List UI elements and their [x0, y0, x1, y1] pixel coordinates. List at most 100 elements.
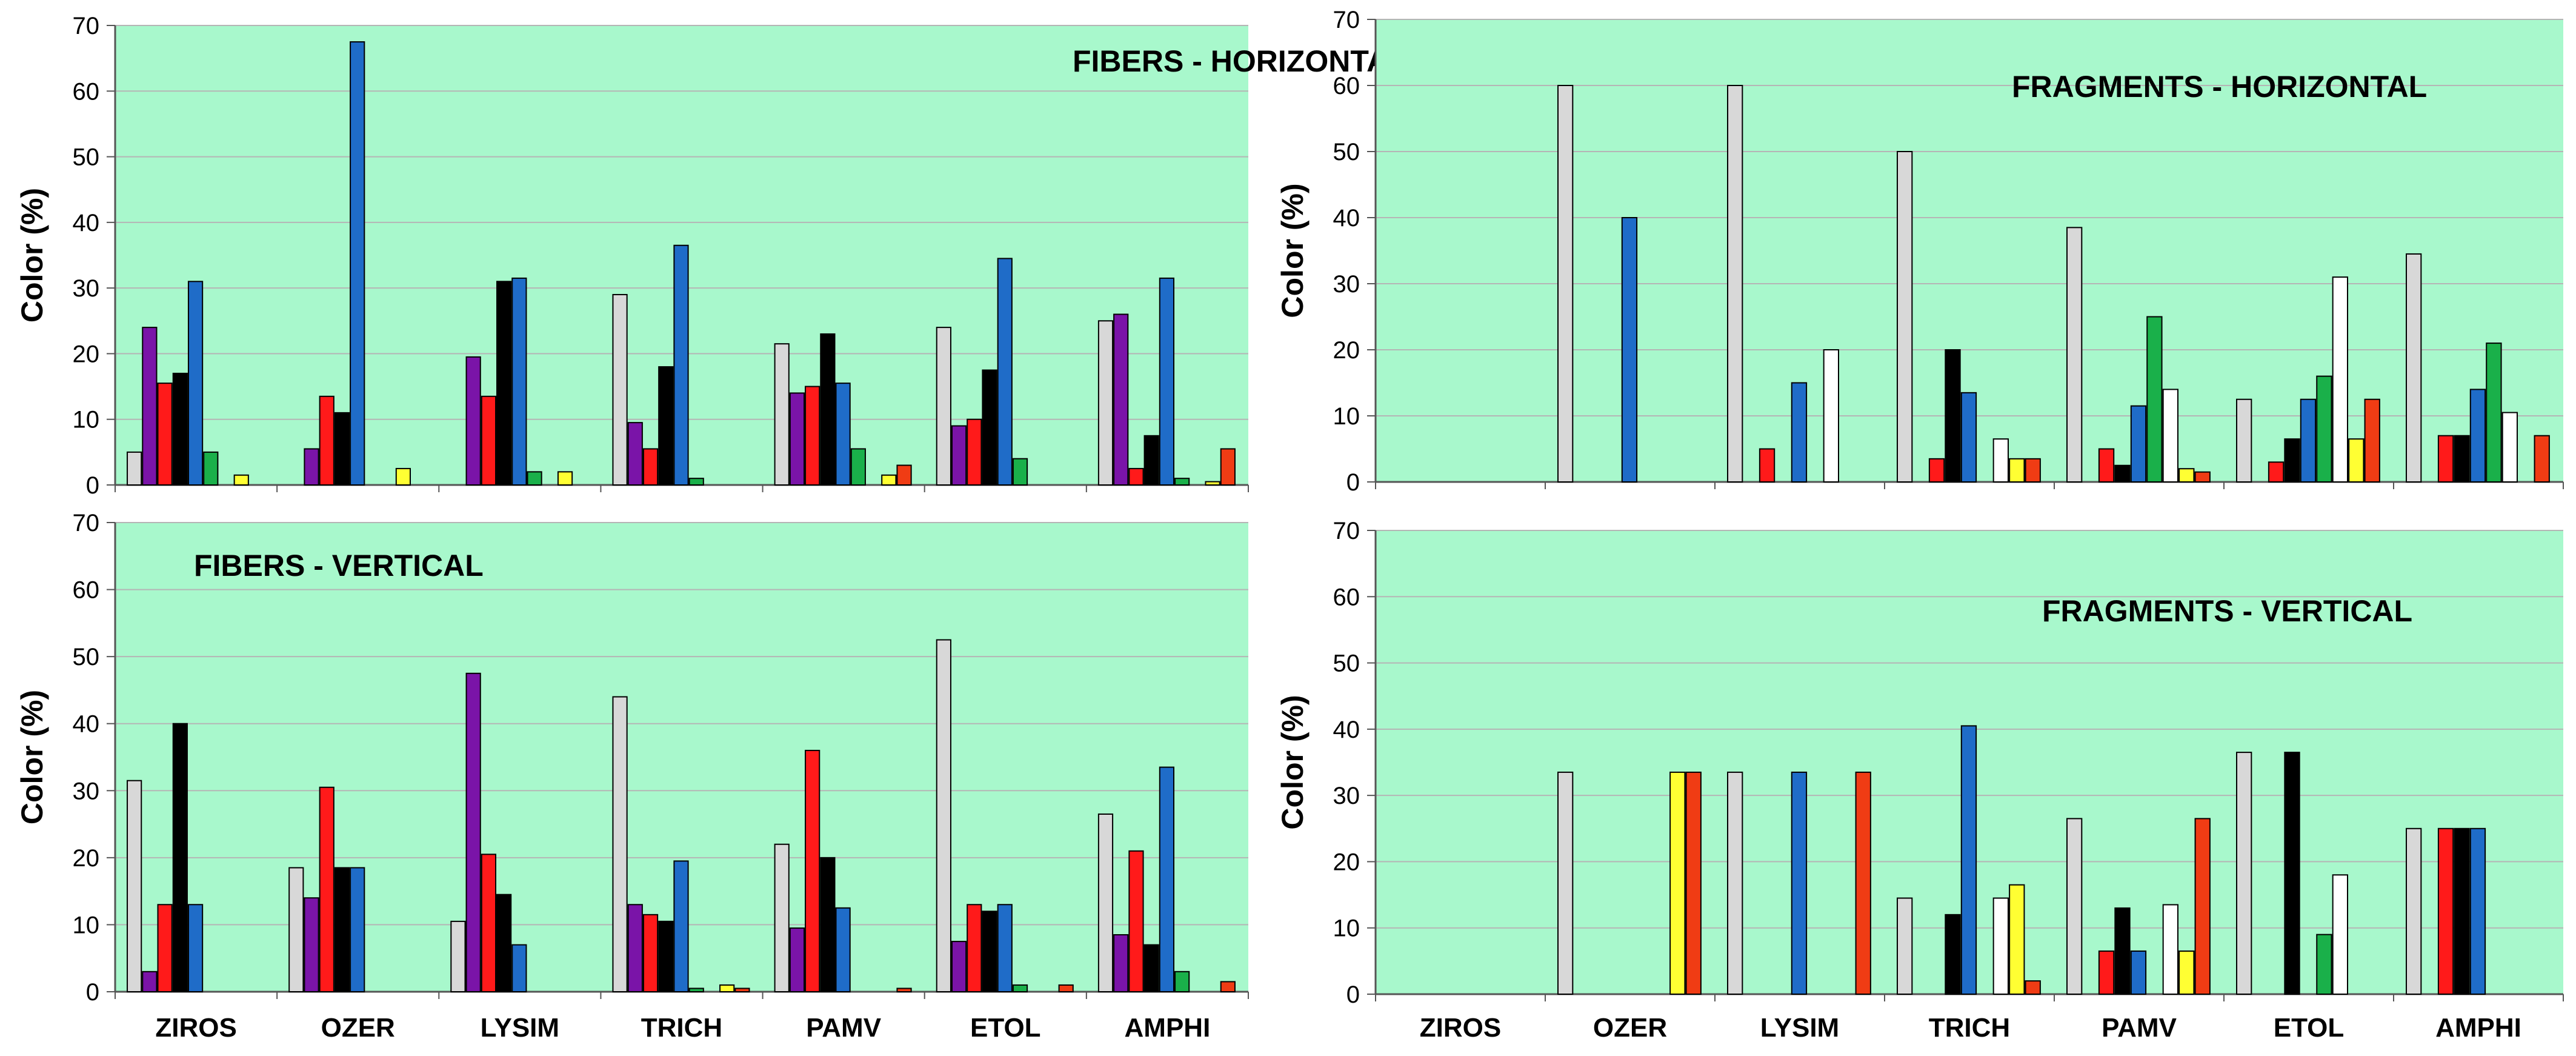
- bar-amphi-s4: [1143, 435, 1159, 486]
- y-axis-label: Color (%): [15, 188, 49, 322]
- y-tick-label: 40: [73, 210, 100, 236]
- bar-ziros-s1: [127, 451, 142, 486]
- bar-trich-s4: [658, 366, 674, 486]
- bar-amphi-s3: [1128, 850, 1144, 993]
- category-label: ETOL: [2274, 1013, 2345, 1043]
- bar-trich-s5: [1960, 725, 1977, 995]
- bar-etol-s8: [2348, 438, 2365, 483]
- y-tick-label: 70: [73, 510, 100, 536]
- bar-ozer-s5: [350, 867, 365, 993]
- bar-trich-s7: [1992, 438, 2009, 483]
- bar-pamv-s3: [2098, 950, 2115, 995]
- bar-ziros-s4: [172, 723, 188, 992]
- bar-etol-s2: [951, 425, 967, 486]
- bar-pamv-s9: [2194, 471, 2211, 483]
- y-tick-label: 60: [1333, 584, 1360, 610]
- bar-trich-s4: [658, 920, 674, 993]
- y-tick-label: 10: [73, 407, 100, 433]
- bar-ozer-s5: [1621, 217, 1638, 483]
- bar-etol-s7: [2332, 276, 2348, 483]
- bar-amphi-s1: [1097, 813, 1114, 992]
- y-tick-label: 0: [86, 472, 99, 499]
- bar-ozer-s1: [288, 867, 304, 993]
- bar-etol-s4: [2284, 752, 2300, 995]
- y-tick-label: 20: [1333, 337, 1360, 364]
- y-tick-label: 30: [73, 275, 100, 302]
- chart-title: FRAGMENTS - VERTICAL: [2042, 594, 2412, 628]
- bar-pamv-s3: [2098, 448, 2115, 483]
- bar-amphi-s4: [2454, 435, 2470, 483]
- bar-etol-s6: [2316, 375, 2332, 483]
- category-label: TRICH: [641, 1013, 722, 1043]
- bar-etol-s1: [936, 639, 951, 992]
- bar-pamv-s4: [820, 333, 836, 486]
- category-label: AMPHI: [2435, 1013, 2521, 1043]
- bar-trich-s8: [2009, 458, 2025, 483]
- bar-pamv-s6: [850, 448, 866, 486]
- bar-etol-s4: [982, 911, 997, 993]
- category-label: ETOL: [970, 1013, 1041, 1043]
- bar-ozer-s9: [1685, 771, 1702, 995]
- bar-pamv-s5: [835, 907, 851, 993]
- y-tick-label: 50: [1333, 139, 1360, 165]
- bar-ziros-s2: [142, 327, 158, 486]
- bar-trich-s9: [2025, 980, 2041, 995]
- category-label: PAMV: [2102, 1013, 2177, 1043]
- bar-pamv-s4: [820, 857, 836, 993]
- y-tick-label: 60: [73, 78, 100, 105]
- bar-amphi-s3: [2437, 435, 2454, 483]
- bar-ziros-s3: [157, 904, 173, 993]
- y-tick-label: 40: [73, 711, 100, 738]
- bar-etol-s2: [951, 941, 967, 992]
- category-label: OZER: [321, 1013, 395, 1043]
- bar-ozer-s4: [334, 412, 350, 486]
- bar-lysim-s4: [496, 894, 512, 992]
- bar-trich-s9: [734, 987, 750, 993]
- bar-amphi-s9: [1220, 448, 1236, 486]
- bar-ziros-s4: [172, 372, 188, 486]
- category-label: LYSIM: [1760, 1013, 1839, 1043]
- bar-trich-s6: [688, 987, 704, 993]
- bar-ozer-s2: [304, 897, 319, 992]
- bar-pamv-s4: [2114, 464, 2131, 483]
- bar-amphi-s8: [1205, 481, 1220, 486]
- y-tick-label: 70: [73, 13, 100, 39]
- bar-pamv-s1: [2066, 227, 2083, 483]
- bar-pamv-s2: [789, 927, 805, 993]
- y-tick-label: 20: [73, 845, 100, 872]
- bar-amphi-s6: [2486, 343, 2502, 483]
- category-label: ZIROS: [155, 1013, 236, 1043]
- bar-pamv-s3: [805, 749, 820, 992]
- bar-amphi-s5: [1159, 766, 1175, 992]
- bar-amphi-s2: [1113, 934, 1129, 992]
- bar-etol-s9: [2364, 398, 2380, 483]
- chart-panel-1: 0 10 20 30 40 50 60 70 Color (%) FIBERS - HORIZON…: [15, 13, 1407, 499]
- y-tick-label: 10: [1333, 915, 1360, 942]
- bar-etol-s1: [2236, 752, 2252, 995]
- y-tick-label: 50: [73, 144, 100, 171]
- bar-amphi-s3: [1128, 467, 1144, 486]
- bar-pamv-s5: [2130, 405, 2147, 483]
- chart-panel-2: 0 10 20 30 40 50 60 70 Color (%) FRAGMENTS - HORI…: [1276, 7, 2564, 496]
- y-tick-label: 60: [73, 577, 100, 604]
- bar-amphi-s2: [1113, 313, 1129, 486]
- bar-lysim-s8: [557, 471, 573, 486]
- chart-panel-4: 0 10 20 30 40 50 60 70 ZIROS OZER LYSIM TRICH PAMV ET…: [1276, 518, 2564, 1043]
- bar-etol-s6: [2316, 934, 2332, 995]
- bar-lysim-s3: [481, 395, 496, 486]
- bar-pamv-s9: [2194, 818, 2211, 995]
- bar-lysim-s5: [511, 944, 527, 992]
- bar-lysim-s6: [527, 471, 542, 486]
- y-tick-label: 70: [1333, 7, 1360, 33]
- bar-trich-s4: [1945, 914, 1961, 995]
- bar-pamv-s5: [2130, 950, 2147, 995]
- bar-pamv-s9: [896, 464, 912, 486]
- bar-pamv-s6: [2146, 316, 2163, 483]
- bar-lysim-s4: [496, 281, 512, 486]
- bar-ziros-s2: [142, 971, 158, 993]
- bar-ozer-s4: [334, 867, 350, 993]
- bar-trich-s8: [2009, 884, 2025, 995]
- bar-trich-s3: [1928, 458, 1945, 483]
- y-tick-label: 0: [1346, 469, 1360, 496]
